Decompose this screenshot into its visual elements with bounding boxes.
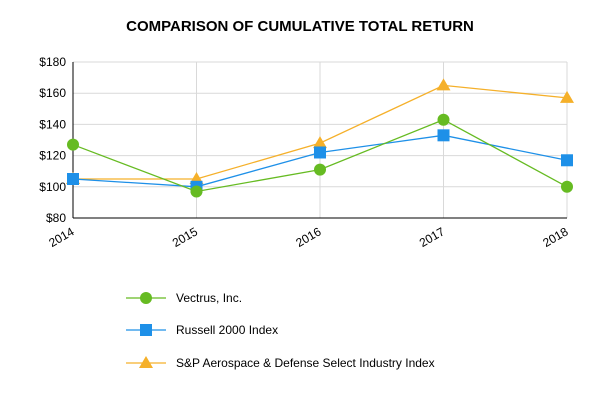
legend-marker (140, 324, 152, 336)
data-point (436, 78, 451, 91)
legend-marker (139, 356, 153, 368)
data-point (190, 185, 203, 198)
plot-axes: $80 $100 $120 $140 $160 $180 2014 2015 2016 2017 2… (39, 55, 570, 250)
data-point (561, 180, 573, 193)
x-tick-label: 2014 (46, 224, 76, 250)
legend: Vectrus, Inc. Russell 2000 Index S&P Aeros… (126, 291, 435, 370)
legend-label: Vectrus, Inc. (176, 291, 242, 305)
data-point (67, 138, 79, 151)
data-point (437, 113, 450, 126)
y-tick-label: $160 (39, 86, 66, 100)
data-point (67, 173, 79, 185)
legend-label: S&P Aerospace & Defense Select Industry … (176, 356, 435, 370)
y-tick-label: $80 (46, 211, 66, 225)
y-tick-label: $140 (39, 117, 66, 131)
series-layer (66, 78, 574, 198)
data-point (314, 163, 326, 176)
y-tick-label: $120 (39, 149, 66, 163)
legend-label: Russell 2000 Index (176, 323, 278, 337)
x-tick-label: 2017 (417, 224, 447, 250)
chart-title: COMPARISON OF CUMULATIVE TOTAL RETURN (126, 18, 474, 35)
x-tick-label: 2018 (540, 224, 570, 250)
data-point (560, 90, 574, 103)
data-point (561, 154, 573, 167)
data-point (314, 146, 326, 159)
x-tick-label: 2015 (170, 224, 200, 250)
series-circle (67, 113, 573, 198)
legend-item: Russell 2000 Index (126, 323, 278, 337)
legend-item: Vectrus, Inc. (126, 291, 242, 305)
data-point (313, 136, 327, 149)
y-tick-label: $100 (39, 180, 66, 194)
legend-item: S&P Aerospace & Defense Select Industry … (126, 356, 435, 370)
legend-marker (140, 292, 152, 304)
y-tick-label: $180 (39, 55, 66, 69)
data-point (437, 129, 450, 142)
x-tick-label: 2016 (293, 224, 323, 250)
